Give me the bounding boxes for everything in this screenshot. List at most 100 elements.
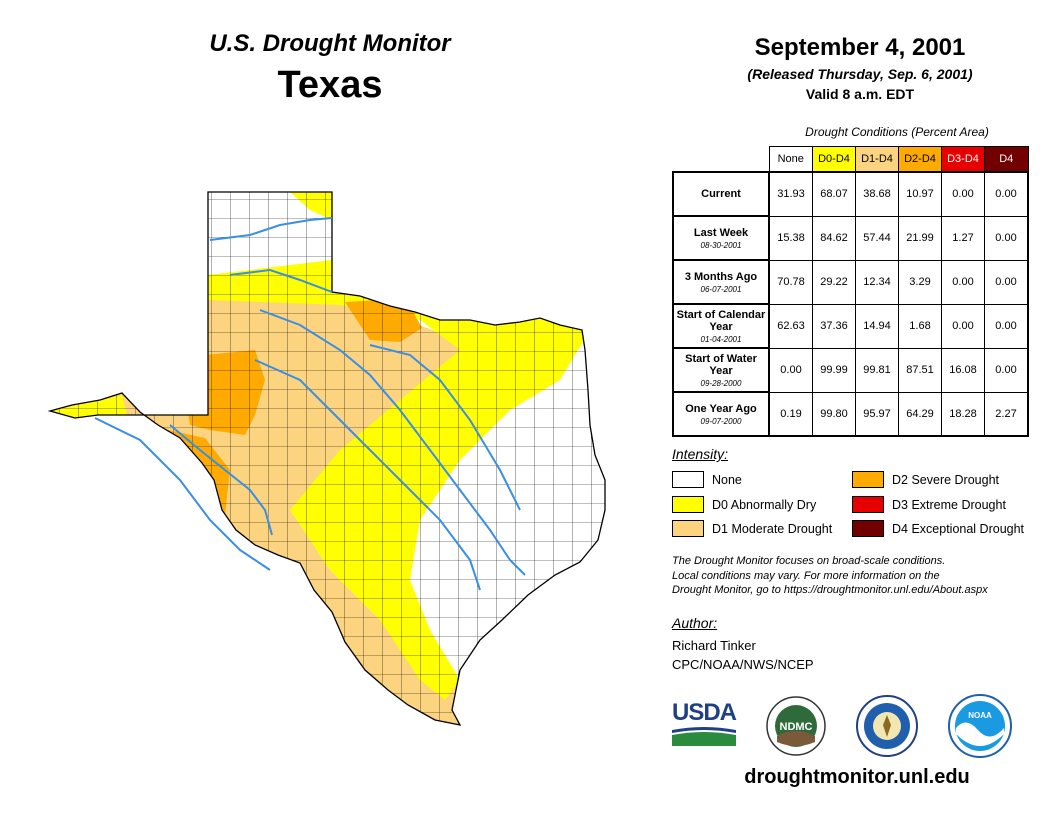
- table-cell: 0.00: [941, 171, 985, 217]
- rio-grande-river: [94, 417, 271, 571]
- canadian-river: [209, 217, 333, 241]
- table-cell: 84.62: [812, 215, 856, 261]
- row-label-text: Current: [701, 188, 741, 200]
- legend-item-none: None: [672, 471, 742, 488]
- table-cell: 57.44: [855, 215, 899, 261]
- table-cell: 21.99: [898, 215, 942, 261]
- ndmc-logo-text: NDMC: [780, 721, 813, 733]
- table-cell: 0.00: [984, 347, 1029, 393]
- table-cell: 2.27: [984, 391, 1029, 437]
- program-title: U.S. Drought Monitor: [209, 30, 451, 57]
- table-corner: [673, 147, 769, 173]
- usda-logo-text: USDA: [672, 699, 737, 726]
- note-line: Local conditions may vary. For more info…: [672, 569, 940, 582]
- noaa-logo-text: NOAA: [968, 711, 992, 720]
- pecos-river: [169, 424, 273, 536]
- note-line: The Drought Monitor focuses on broad-sca…: [672, 555, 946, 567]
- legend-label: D0 Abnormally Dry: [712, 497, 817, 512]
- col-d4: D4: [984, 146, 1029, 173]
- row-sub-date: 09-28-2000: [700, 378, 742, 388]
- row-label-text: One Year Ago: [685, 402, 757, 415]
- website-url[interactable]: droughtmonitor.unl.edu: [744, 766, 970, 788]
- table-cell: 0.00: [941, 259, 985, 305]
- table-cell: 0.00: [984, 303, 1029, 349]
- doc-seal-logo: [856, 695, 918, 757]
- legend-item-d4: D4 Exceptional Drought: [852, 520, 1024, 537]
- legend-swatch: [672, 520, 704, 537]
- map-header: U.S. Drought Monitor Texas: [160, 30, 500, 107]
- table-cell: 68.07: [812, 171, 856, 217]
- table-cell: 16.08: [941, 347, 985, 393]
- table-row: Last Week 08-30-2001 15.38 84.62 57.44 21…: [672, 215, 1029, 261]
- col-d1-d4: D1-D4: [855, 146, 899, 173]
- usda-hills-icon: [672, 727, 736, 746]
- table-cell: 31.93: [768, 171, 813, 217]
- note-line: Drought Monitor, go to https://droughtmo…: [672, 584, 988, 596]
- row-sub-date: 09-07-2000: [700, 416, 742, 426]
- legend-label: D2 Severe Drought: [892, 472, 1000, 487]
- legend-swatch: [672, 496, 704, 513]
- table-cell: 0.00: [768, 347, 813, 393]
- table-cell: 0.00: [984, 259, 1029, 305]
- row-label-text: 3 Months Ago: [684, 270, 758, 283]
- table-cell: 95.97: [855, 391, 899, 437]
- table-cell: 37.36: [812, 303, 856, 349]
- table-cell: 38.68: [855, 171, 899, 217]
- table-caption: Drought Conditions (Percent Area): [805, 125, 989, 139]
- map-date: September 4, 2001: [754, 34, 966, 61]
- table-cell: 29.22: [812, 259, 856, 305]
- table-cell: 14.94: [855, 303, 899, 349]
- brazos-river: [259, 309, 526, 576]
- table-cell: 12.34: [855, 259, 899, 305]
- author-name: Richard Tinker: [672, 638, 756, 653]
- legend-swatch: [852, 496, 884, 513]
- table-cell: 0.00: [984, 171, 1029, 217]
- legend-item-d2: D2 Severe Drought: [852, 471, 999, 488]
- legend-label: D3 Extreme Drought: [892, 497, 1006, 512]
- col-none: None: [768, 146, 813, 173]
- release-date: (Released Thursday, Sep. 6, 2001): [747, 66, 973, 82]
- table-cell: 99.80: [812, 391, 856, 437]
- date-header: September 4, 2001 (Released Thursday, Se…: [680, 34, 1040, 102]
- table-cell: 70.78: [768, 259, 813, 305]
- row-sub-date: 01-04-2001: [700, 334, 742, 344]
- table-row: Current 31.93 68.07 38.68 10.97 0.00 0.0…: [672, 171, 1029, 217]
- row-label: Current: [672, 171, 770, 217]
- drought-conditions-table: None D0-D4 D1-D4 D2-D4 D3-D4 D4 Current …: [672, 146, 1029, 437]
- legend-swatch: [852, 471, 884, 488]
- table-cell: 1.68: [898, 303, 942, 349]
- usda-logo: USDA: [672, 699, 737, 748]
- legend-item-d3: D3 Extreme Drought: [852, 496, 1006, 513]
- legend-item-d0: D0 Abnormally Dry: [672, 496, 816, 513]
- table-row: Start of Water Year 09-28-2000 0.00 99.99…: [672, 347, 1029, 393]
- table-cell: 15.38: [768, 215, 813, 261]
- legend-label: None: [712, 472, 742, 487]
- table-cell: 87.51: [898, 347, 942, 393]
- row-label-text: Start of Calendar Year: [676, 308, 766, 333]
- author-title: Author:: [672, 615, 718, 631]
- table-cell: 0.00: [941, 303, 985, 349]
- trinity-river: [369, 344, 521, 511]
- red-river: [229, 268, 333, 293]
- table-cell: 0.00: [984, 215, 1029, 261]
- texas-drought-map: [47, 191, 606, 726]
- noaa-logo: NOAA: [948, 694, 1012, 758]
- legend-label: D4 Exceptional Drought: [892, 521, 1025, 536]
- rivers: [94, 217, 526, 591]
- legend-item-d1: D1 Moderate Drought: [672, 520, 832, 537]
- row-label: One Year Ago 09-07-2000: [672, 391, 770, 437]
- legend-title: Intensity:: [672, 446, 729, 462]
- valid-time: Valid 8 a.m. EDT: [805, 86, 915, 102]
- table-cell: 18.28: [941, 391, 985, 437]
- row-label: Last Week 08-30-2001: [672, 215, 770, 261]
- table-cell: 62.63: [768, 303, 813, 349]
- col-d3-d4: D3-D4: [941, 146, 985, 173]
- table-cell: 3.29: [898, 259, 942, 305]
- author-org: CPC/NOAA/NWS/NCEP: [672, 657, 814, 672]
- table-cell: 99.99: [812, 347, 856, 393]
- row-label-text: Start of Water Year: [685, 352, 757, 377]
- state-title: Texas: [277, 64, 383, 106]
- col-d0-d4: D0-D4: [812, 146, 856, 173]
- row-label: Start of Water Year 09-28-2000: [672, 347, 770, 393]
- row-sub-date: 08-30-2001: [700, 240, 742, 250]
